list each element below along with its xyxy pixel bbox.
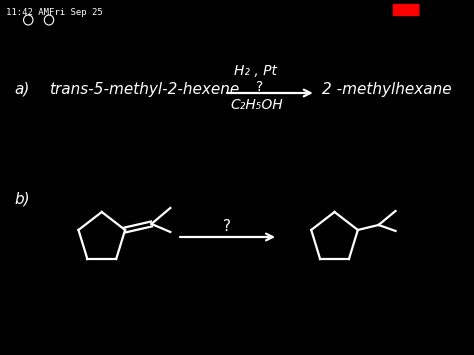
FancyBboxPatch shape bbox=[393, 5, 419, 16]
Text: Fri Sep 25: Fri Sep 25 bbox=[49, 8, 103, 17]
Text: ?: ? bbox=[256, 80, 264, 94]
Text: a): a) bbox=[14, 82, 29, 97]
Text: trans-5-methyl-2-hexene: trans-5-methyl-2-hexene bbox=[49, 82, 239, 97]
Text: 82%: 82% bbox=[398, 7, 415, 13]
Text: ?: ? bbox=[223, 219, 231, 234]
Text: H₂ , Pt: H₂ , Pt bbox=[234, 64, 277, 78]
Text: b): b) bbox=[14, 192, 30, 207]
Text: 11:42 AM: 11:42 AM bbox=[6, 8, 49, 17]
Text: C₂H₅OH: C₂H₅OH bbox=[230, 98, 283, 112]
Text: 2 -methylhexane: 2 -methylhexane bbox=[322, 82, 452, 97]
